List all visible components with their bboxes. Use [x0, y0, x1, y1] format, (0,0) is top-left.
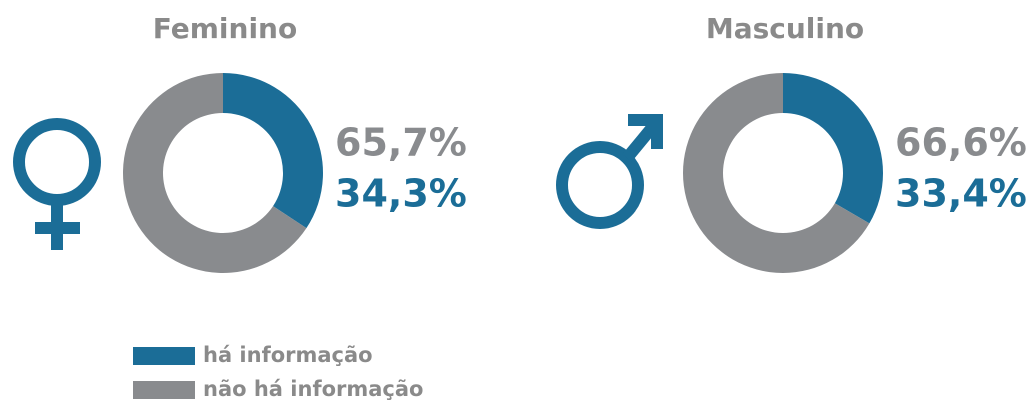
donut-slice: [122, 73, 307, 273]
value-label: 65,7%: [335, 121, 467, 165]
legend-label: há informação: [203, 343, 373, 367]
donut-slice: [783, 73, 883, 224]
legend-swatch: [133, 381, 195, 399]
chart-title: Feminino: [153, 12, 297, 45]
female-icon: [13, 118, 101, 250]
value-label: 66,6%: [895, 121, 1027, 165]
legend-label: não há informação: [203, 377, 423, 401]
donut-slice: [223, 73, 323, 229]
legend-swatch: [133, 347, 195, 365]
value-label: 33,4%: [895, 172, 1027, 216]
chart-title: Masculino: [706, 12, 864, 45]
donut-slice: [682, 73, 870, 274]
value-label: 34,3%: [335, 172, 467, 216]
male-icon: [556, 114, 663, 229]
